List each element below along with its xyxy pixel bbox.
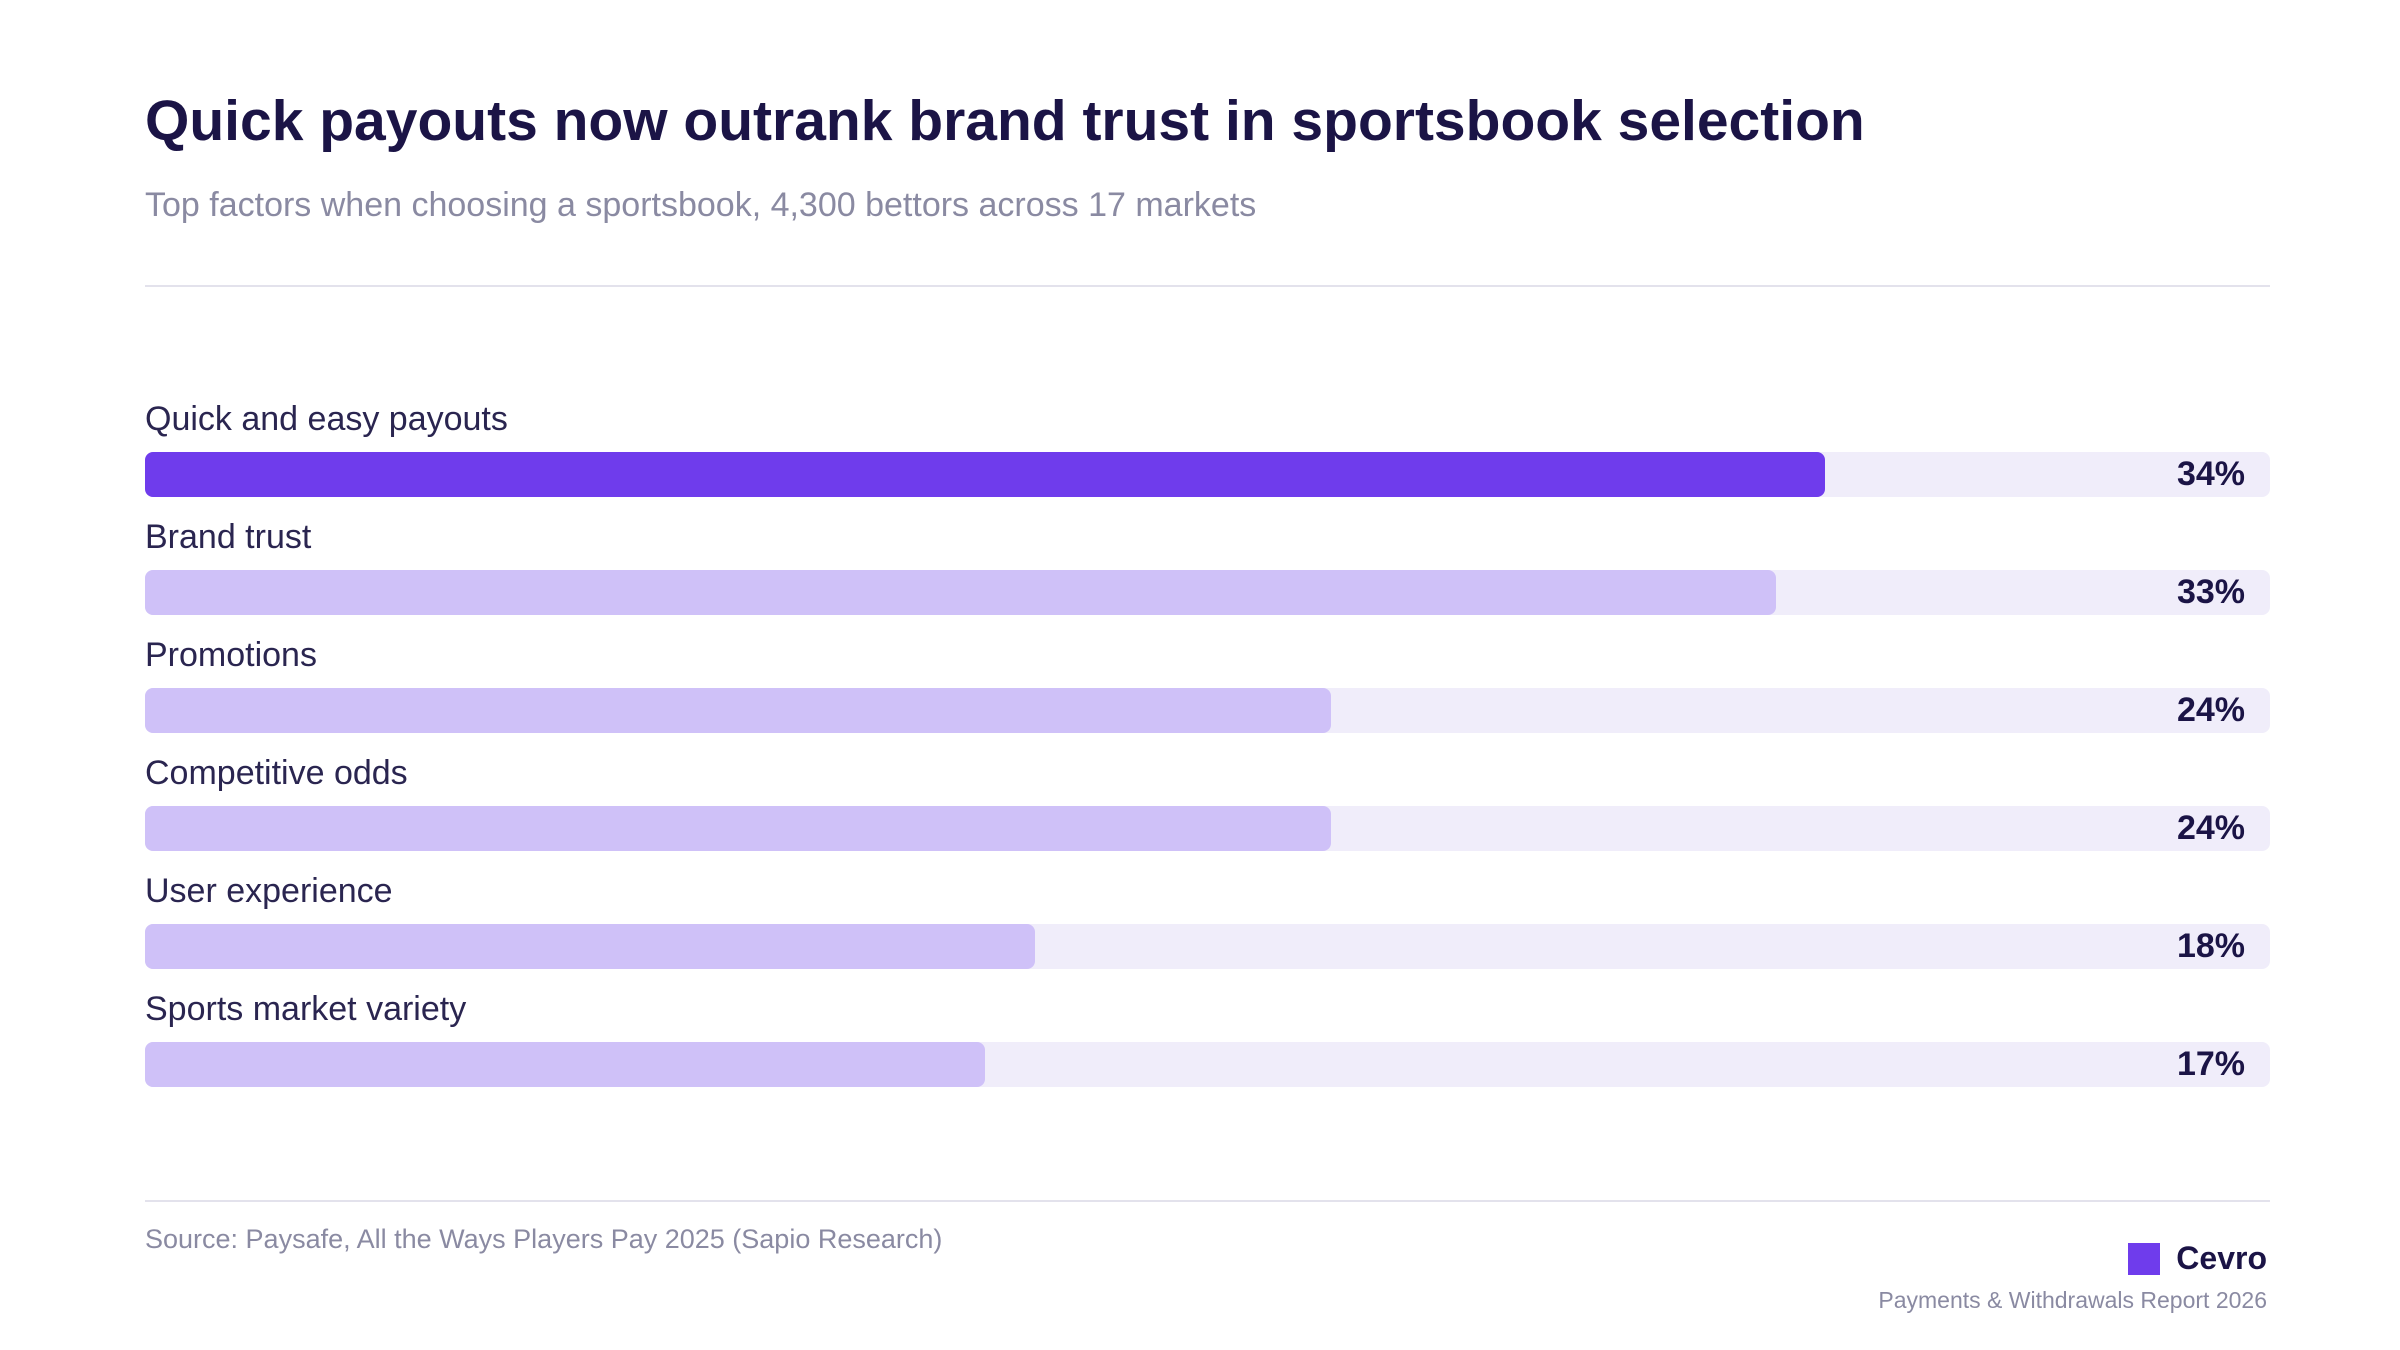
bar-value-label: 17% [2176, 1045, 2245, 1083]
bar-value-label: 33% [2176, 573, 2245, 611]
footer-divider [145, 1200, 2270, 1202]
bar-track [145, 570, 2270, 615]
bar-chart: Quick and easy payouts 34% Brand trust 33% P… [145, 400, 2270, 1100]
bar-category-label: User experience [145, 872, 393, 910]
bar-row: Promotions 24% [145, 636, 2270, 754]
bar-track [145, 1042, 2270, 1087]
chart-subtitle: Top factors when choosing a sportsbook, … [145, 186, 1257, 224]
bar-row: Sports market variety 17% [145, 990, 2270, 1108]
bar [145, 688, 1331, 733]
report-name: Payments & Withdrawals Report 2026 [1878, 1287, 2267, 1313]
bar-row: Competitive odds 24% [145, 754, 2270, 872]
bar-row: Brand trust 33% [145, 518, 2270, 636]
bar [145, 452, 1825, 497]
bar-track [145, 688, 2270, 733]
bar-track [145, 806, 2270, 851]
bar-value-label: 24% [2176, 809, 2245, 847]
bar-value-label: 18% [2176, 927, 2245, 965]
bar [145, 806, 1331, 851]
bar-row: Quick and easy payouts 34% [145, 400, 2270, 518]
brand-logo: Cevro [2128, 1240, 2267, 1277]
brand-square-icon [2128, 1242, 2161, 1275]
bar-category-label: Quick and easy payouts [145, 400, 508, 438]
bar-track [145, 452, 2270, 497]
bar-category-label: Promotions [145, 636, 317, 674]
header-divider [145, 285, 2270, 287]
brand-name: Cevro [2176, 1240, 2267, 1276]
bar-track [145, 924, 2270, 969]
source-note: Source: Paysafe, All the Ways Players Pa… [145, 1224, 943, 1254]
bar [145, 924, 1035, 969]
bar-row: User experience 18% [145, 872, 2270, 990]
bar-value-label: 24% [2176, 691, 2245, 729]
bar-category-label: Competitive odds [145, 754, 408, 792]
bar-value-label: 34% [2176, 455, 2245, 493]
bar [145, 1042, 985, 1087]
bar-category-label: Brand trust [145, 518, 312, 556]
bar-category-label: Sports market variety [145, 990, 467, 1028]
chart-title: Quick payouts now outrank brand trust in… [145, 89, 1865, 153]
bar [145, 570, 1776, 615]
